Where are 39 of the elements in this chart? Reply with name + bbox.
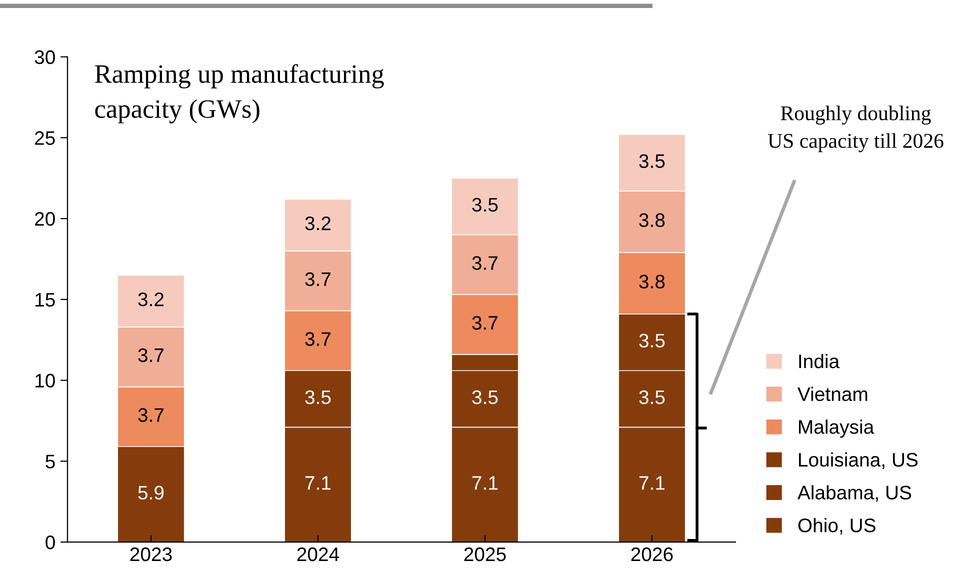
y-tick-label: 25 — [35, 131, 55, 145]
legend-label: Vietnam — [798, 386, 868, 402]
legend-label: Ohio, US — [798, 518, 876, 535]
data-label: 3.7 — [472, 256, 498, 270]
data-label: 3.7 — [305, 332, 331, 346]
data-label: 3.5 — [639, 154, 665, 168]
legend-label: Alabama, US — [797, 485, 912, 502]
data-label: 3.5 — [639, 334, 665, 348]
legend-label: Louisiana, US — [799, 452, 918, 469]
y-tick-label: 0 — [46, 536, 55, 550]
data-label: 3.5 — [305, 390, 331, 404]
y-tick-label: 30 — [34, 50, 55, 64]
data-label: 3.5 — [639, 390, 665, 404]
legend-label: India — [799, 354, 840, 368]
x-tick-label: 2025 — [464, 547, 506, 562]
data-label: 3.2 — [138, 292, 164, 306]
text: Roughly doubling US capacity till 2026 — [768, 106, 944, 152]
data-label: 7.1 — [639, 476, 665, 490]
data-label: 3.7 — [138, 408, 164, 422]
data-label: 3.5 — [472, 198, 498, 212]
data-label: 3.5 — [472, 390, 498, 404]
y-tick-label: 15 — [36, 293, 55, 307]
x-tick-label: 2026 — [631, 547, 673, 562]
text: Ramping up manufacturing capacity (GWs) — [94, 64, 384, 124]
y-tick-label: 5 — [46, 454, 55, 468]
data-label: 3.7 — [305, 272, 331, 286]
data-label: 7.1 — [305, 476, 331, 490]
data-label: 3.7 — [472, 316, 498, 330]
y-tick-label: 10 — [36, 374, 55, 388]
y-tick-label: 20 — [35, 212, 55, 226]
data-label: 7.1 — [472, 476, 498, 490]
data-label: 3.8 — [639, 213, 665, 228]
x-tick-label: 2023 — [130, 547, 172, 562]
data-label: 3.8 — [639, 274, 665, 288]
data-label: 3.7 — [138, 348, 164, 362]
data-label: 3.2 — [305, 216, 331, 230]
x-tick-label: 2024 — [297, 547, 340, 562]
legend-label: Malaysia — [799, 420, 874, 438]
data-label: 5.9 — [138, 486, 164, 500]
